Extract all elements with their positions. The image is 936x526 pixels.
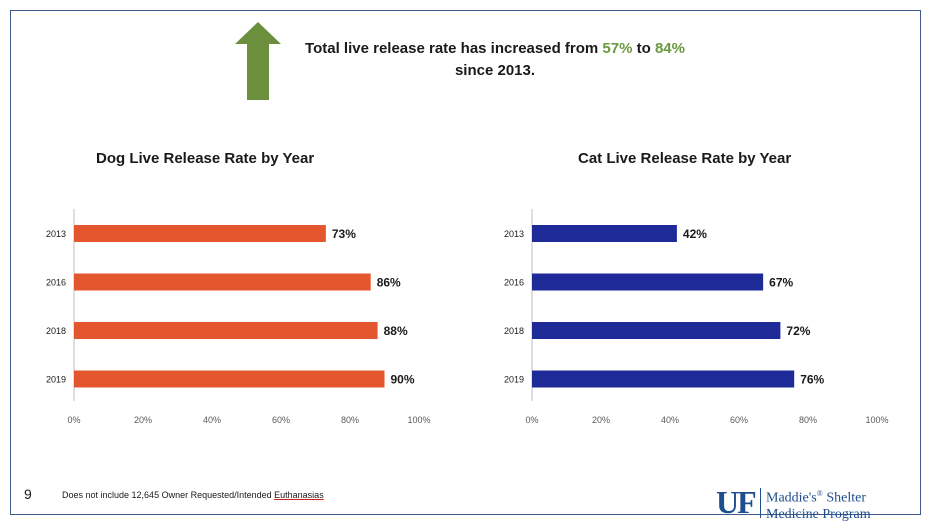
cat-tick-label: 100% xyxy=(865,415,888,425)
dog-bar xyxy=(74,273,371,291)
dog-chart-title: Dog Live Release Rate by Year xyxy=(96,150,315,167)
dog-bar xyxy=(74,225,326,242)
uf-logo-mark: UF xyxy=(716,484,757,520)
cat-bar xyxy=(532,370,795,388)
cat-data-label: 72% xyxy=(786,324,810,338)
page-number: 9 xyxy=(24,486,32,502)
cat-data-label: 67% xyxy=(769,276,793,290)
dog-tick-label: 40% xyxy=(203,415,221,425)
logo-line1b: Shelter xyxy=(822,490,866,506)
dog-tick-label: 60% xyxy=(272,415,290,425)
headline-part1: Total live release rate has increased fr… xyxy=(305,40,603,57)
cat-chart: 2013 42% 2016 67% 2018 72% 2019 76% 0% 20% 40% 60% 8… xyxy=(504,209,889,425)
dog-data-label: 86% xyxy=(377,276,401,290)
dog-data-label: 73% xyxy=(332,227,356,241)
dog-category-label: 2013 xyxy=(46,229,66,239)
cat-tick-label: 60% xyxy=(730,415,748,425)
headline-from-value: 57% xyxy=(602,40,633,57)
logo-registered: ® xyxy=(816,489,823,498)
cat-tick-label: 80% xyxy=(799,415,817,425)
headline-line2: since 2013. xyxy=(454,62,536,79)
logo-line1: Maddie's xyxy=(766,490,817,506)
headline-part2: to xyxy=(632,40,655,57)
cat-tick-label: 0% xyxy=(525,415,538,425)
cat-chart-title: Cat Live Release Rate by Year xyxy=(578,150,792,167)
cat-tick-label: 40% xyxy=(661,415,679,425)
dog-bar xyxy=(74,370,385,388)
cat-category-label: 2019 xyxy=(504,375,524,385)
up-arrow-shape xyxy=(235,22,281,100)
cat-data-label: 76% xyxy=(800,373,824,387)
dog-tick-label: 20% xyxy=(134,415,152,425)
cat-data-label: 42% xyxy=(683,227,707,241)
cat-category-label: 2018 xyxy=(504,326,524,336)
up-arrow-icon xyxy=(235,22,281,100)
dog-tick-label: 80% xyxy=(341,415,359,425)
cat-category-label: 2013 xyxy=(504,229,524,239)
logo-text: Maddie's® Shelter Medicine Program xyxy=(766,486,871,523)
headline: Total live release rate has increased fr… xyxy=(280,38,710,82)
cat-bar xyxy=(532,225,677,242)
maddies-logo: UF Maddie's® Shelter Medicine Program xyxy=(716,484,896,523)
dog-category-label: 2016 xyxy=(46,278,66,288)
logo-divider xyxy=(760,488,761,518)
dog-category-label: 2018 xyxy=(46,326,66,336)
logo-line2: Medicine Program xyxy=(766,506,871,522)
dog-data-label: 88% xyxy=(384,324,408,338)
dog-tick-label: 100% xyxy=(407,415,430,425)
cat-bar xyxy=(532,273,764,291)
footnote: Does not include 12,645 Owner Requested/… xyxy=(62,490,324,500)
dog-chart: 2013 73% 2016 86% 2018 88% 2019 90% 0% 20% 40% 60% 8… xyxy=(46,209,431,425)
cat-tick-label: 20% xyxy=(592,415,610,425)
cat-category-label: 2016 xyxy=(504,278,524,288)
footnote-text: Does not include 12,645 Owner Requested/… xyxy=(62,490,275,500)
headline-to-value: 84% xyxy=(654,40,685,57)
dog-bar xyxy=(74,322,378,339)
slide-frame xyxy=(10,10,921,515)
dog-category-label: 2019 xyxy=(46,375,66,385)
cat-bar xyxy=(532,322,781,339)
footnote-underlined: Euthanasias xyxy=(274,490,324,500)
dog-data-label: 90% xyxy=(391,373,415,387)
dog-tick-label: 0% xyxy=(67,415,80,425)
